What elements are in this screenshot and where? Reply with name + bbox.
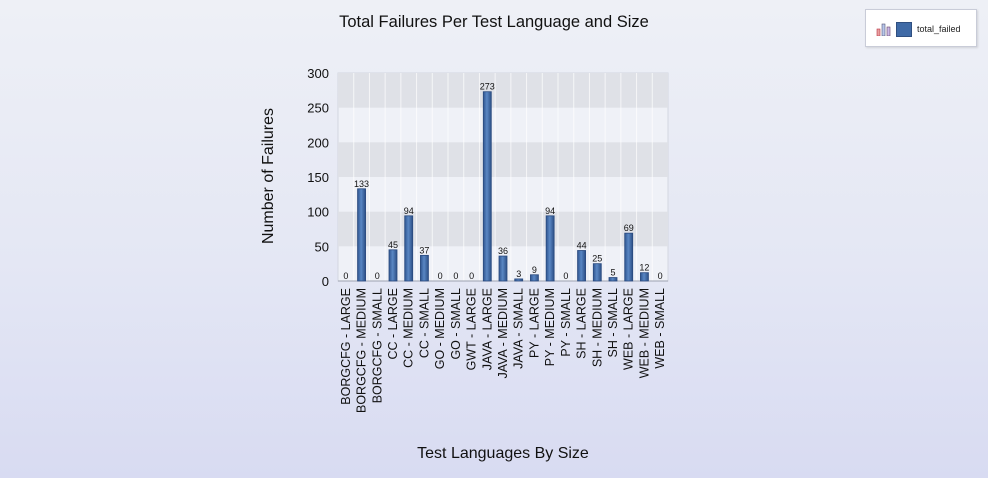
y-axis-label: Number of Failures [260,108,277,244]
x-tick-label: WEB - MEDIUM [637,288,651,378]
bar [357,188,366,282]
bar [545,215,555,282]
bar [498,255,508,282]
legend-swatch [896,22,912,37]
x-tick-label: GO - MEDIUM [433,288,447,369]
bar [514,278,524,282]
bar-value-label: 12 [639,263,649,273]
bar-value-label: 0 [563,271,568,281]
x-tick-label: CC - LARGE [386,288,400,360]
bar-value-label: 273 [480,82,495,92]
chart-title: Total Failures Per Test Language and Siz… [339,13,649,31]
x-tick-label: GWT - LARGE [465,288,479,370]
y-tick-label: 250 [307,101,329,116]
bar-value-label: 69 [624,223,634,233]
bar-value-label: 94 [545,206,555,216]
x-axis-label: Test Languages By Size [417,445,589,462]
grid-band [338,142,668,177]
bar [482,91,492,282]
bar [577,250,586,282]
bar-value-label: 0 [438,271,443,281]
bar [592,263,602,282]
bar [624,232,634,282]
bar [530,274,539,282]
bar-value-label: 9 [532,265,537,275]
y-tick-label: 200 [307,135,329,150]
bar-value-label: 44 [577,240,587,250]
bar-value-label: 133 [354,179,369,189]
bar-value-label: 0 [469,271,474,281]
bar-value-label: 0 [453,271,458,281]
x-tick-label: SH - LARGE [575,288,589,359]
grid-band [338,73,668,108]
x-tick-label: JAVA - SMALL [512,288,526,369]
x-tick-label: BORGCFG - MEDIUM [355,288,369,413]
x-tick-label: PY - SMALL [559,288,573,357]
y-tick-label: 0 [322,274,329,289]
x-tick-label: PY - MEDIUM [543,288,557,366]
bar [388,249,398,282]
bar-value-label: 3 [516,269,521,279]
bar-value-label: 45 [388,240,398,250]
bar-chart-icon [876,23,891,36]
legend-label: total_failed [917,24,961,34]
y-tick-label: 100 [307,205,329,220]
x-tick-label: WEB - SMALL [653,288,667,369]
bar-value-label: 25 [592,254,602,264]
x-tick-label: CC - MEDIUM [402,288,416,368]
y-tick-label: 150 [307,170,329,185]
grid-band [338,211,668,247]
bar-value-label: 94 [404,206,414,216]
bar-series [357,91,649,282]
bar [404,215,414,282]
x-tick-label: JAVA - LARGE [480,288,494,370]
x-tick-label: JAVA - MEDIUM [496,288,510,379]
bar-value-label: 37 [419,245,429,255]
x-tick-label: SH - SMALL [606,288,620,358]
x-tick-label: CC - SMALL [417,288,431,358]
x-tick-label: BORGCFG - LARGE [339,288,353,405]
x-tick-label: WEB - LARGE [622,288,636,370]
bar [640,272,649,282]
y-tick-label: 300 [307,66,329,81]
y-tick-label: 50 [315,239,329,254]
bar-value-label: 0 [658,271,663,281]
x-tick-label: BORGCFG - SMALL [370,288,384,403]
y-axis-ticks: 0 50 100 150 200 250 300 [307,66,329,289]
x-tick-label: GO - SMALL [449,288,463,360]
x-axis-ticks: BORGCFG - LARGE BORGCFG - MEDIUM BORGCFG -… [339,288,667,413]
bar [608,277,618,282]
x-tick-label: SH - MEDIUM [590,288,604,367]
plot-area [337,72,669,282]
bar-value-label: 36 [498,246,508,256]
bar-value-label: 5 [610,268,615,278]
legend: total_failed [865,9,977,47]
bar [420,254,429,282]
x-tick-label: PY - LARGE [527,288,541,358]
bar-value-label: 0 [343,271,348,281]
bar-value-label: 0 [375,271,380,281]
